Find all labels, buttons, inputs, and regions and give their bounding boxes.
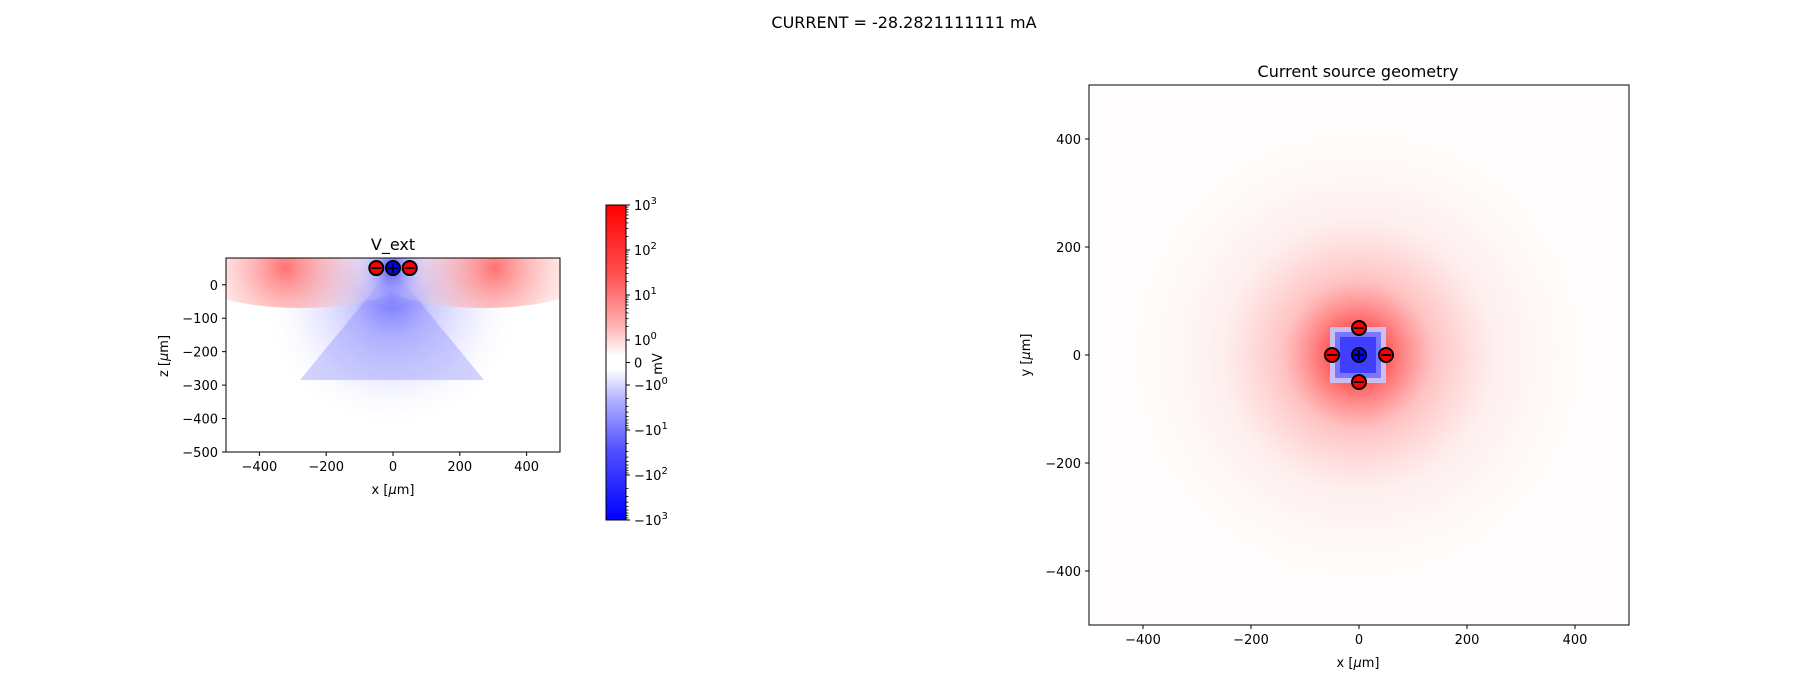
vext-plot: V_ext −400 −200 0 200 400 0−100−200−300−400−… bbox=[157, 235, 561, 498]
geometry-electrodes bbox=[1324, 320, 1394, 390]
x-tick-label: −200 bbox=[1233, 633, 1269, 648]
colorbar-ticks: 103 102 101 100 0 −100 −101 −102 −103 bbox=[626, 196, 668, 529]
y-tick-label: 200 bbox=[1056, 241, 1081, 256]
colorbar-tick-label: 103 bbox=[634, 196, 657, 214]
y-tick-label: −200 bbox=[1045, 457, 1081, 472]
y-tick-label: −300 bbox=[182, 379, 218, 394]
vext-electrodes bbox=[368, 260, 418, 277]
y-tick-label: −400 bbox=[182, 413, 218, 428]
x-tick-label: 200 bbox=[447, 460, 472, 475]
colorbar-tick-label: −103 bbox=[634, 511, 668, 529]
colorbar-tick-label: 101 bbox=[634, 286, 657, 304]
vext-title: V_ext bbox=[371, 235, 415, 255]
figure-suptitle: CURRENT = -28.2821111111 mA bbox=[771, 13, 1036, 32]
colorbar-tick-label: −100 bbox=[634, 376, 668, 394]
geometry-y-label: y [μm] bbox=[1019, 334, 1034, 377]
vext-x-label: x [μm] bbox=[372, 483, 415, 498]
geometry-x-axis: −400 −200 0 200 400 bbox=[1125, 625, 1587, 648]
vext-y-label: z [μm] bbox=[157, 335, 172, 377]
colorbar-tick-label: 100 bbox=[634, 331, 657, 349]
geometry-x-label: x [μm] bbox=[1337, 656, 1380, 671]
y-tick-label: 0 bbox=[1073, 349, 1081, 364]
colorbar-gradient bbox=[605, 204, 627, 521]
y-tick-label: 0 bbox=[210, 279, 218, 294]
geometry-plot: Current source geometry −400 −200 0 200 400 … bbox=[1019, 62, 1630, 671]
y-tick-label: −100 bbox=[182, 312, 218, 327]
x-tick-label: 400 bbox=[514, 460, 539, 475]
colorbar-tick-label: −102 bbox=[634, 466, 668, 484]
y-tick-label: 400 bbox=[1056, 133, 1081, 148]
colorbar-tick-label: 0 bbox=[634, 357, 642, 372]
x-tick-label: −200 bbox=[308, 460, 344, 475]
vext-x-axis: −400 −200 0 200 400 bbox=[242, 452, 539, 475]
x-tick-label: 0 bbox=[1355, 633, 1363, 648]
geometry-y-axis: 400 200 0 −200 −400 bbox=[1045, 133, 1089, 580]
colorbar-tick-label: 102 bbox=[634, 241, 657, 259]
x-tick-label: 400 bbox=[1563, 633, 1588, 648]
geometry-title: Current source geometry bbox=[1258, 62, 1459, 81]
vext-heatmap bbox=[226, 258, 560, 452]
y-tick-label: −200 bbox=[182, 346, 218, 361]
x-tick-label: 200 bbox=[1455, 633, 1480, 648]
colorbar-tick-label: −101 bbox=[634, 421, 668, 439]
colorbar-label: mV bbox=[651, 353, 666, 375]
vext-y-axis: 0 −100 −200 −300 −400 −500 bbox=[182, 279, 226, 461]
x-tick-label: 0 bbox=[389, 460, 397, 475]
y-tick-label: −400 bbox=[1045, 565, 1081, 580]
y-tick-label: −500 bbox=[182, 446, 218, 461]
colorbar-minor-ticks bbox=[626, 206, 629, 519]
x-tick-label: −400 bbox=[242, 460, 278, 475]
colorbar: 103 102 101 100 0 −100 −101 −102 −103 mV bbox=[605, 196, 668, 529]
x-tick-label: −400 bbox=[1125, 633, 1161, 648]
